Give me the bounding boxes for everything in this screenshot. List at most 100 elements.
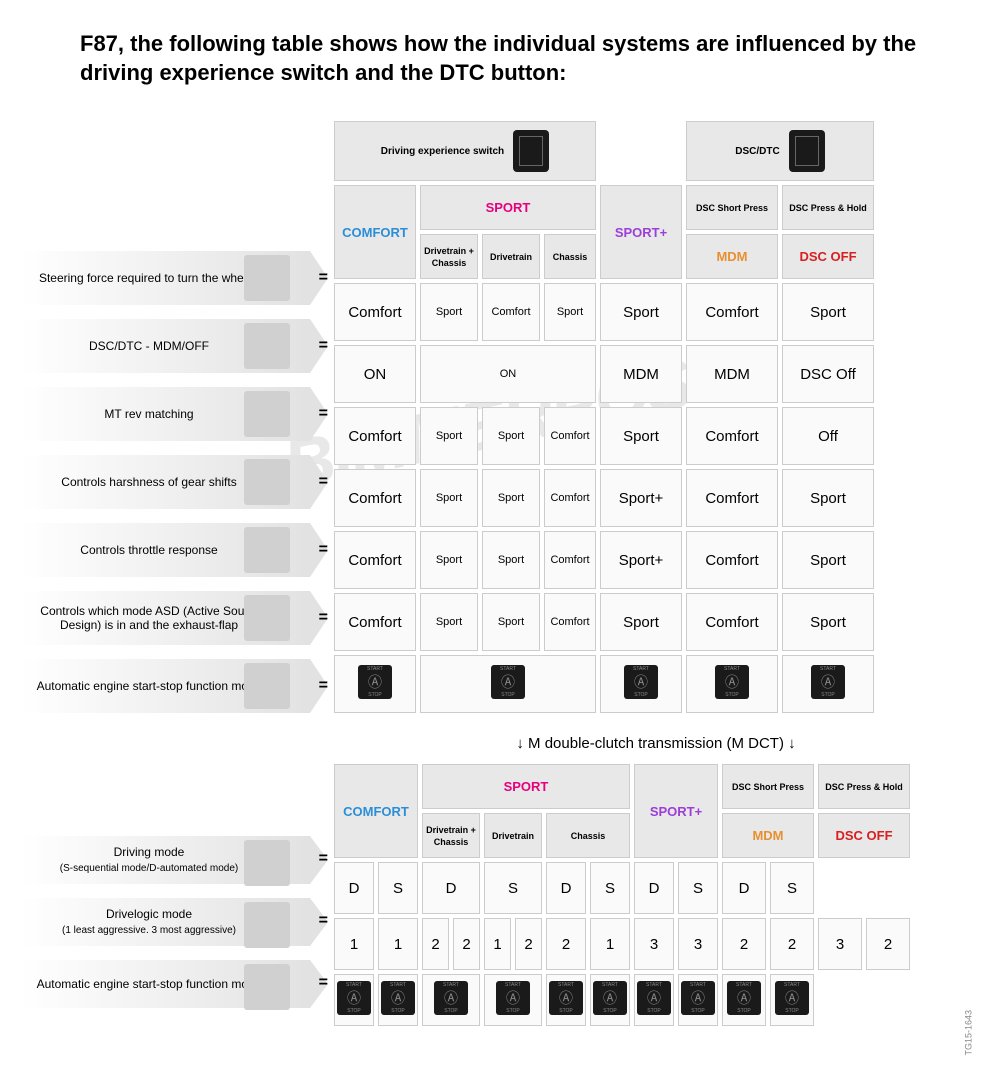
row-label: Driving mode(S-sequential mode/D-automat… (60, 845, 238, 874)
cell: 2 (722, 918, 766, 970)
cell: S (484, 862, 542, 914)
hdr-sportplus: SPORT+ (615, 225, 667, 240)
hdr-sport-sub3: Chassis (553, 252, 588, 262)
start-stop-icon: STARTSTOP (434, 981, 468, 1015)
cell: Comfort (334, 407, 416, 465)
cell: DSC Off (782, 345, 874, 403)
hdr-dsc-hold: DSC Press & Hold (789, 203, 867, 213)
cell: D (546, 862, 586, 914)
cell: Comfort (334, 531, 416, 589)
cell: MDM (600, 345, 682, 403)
cell: Comfort (334, 593, 416, 651)
cell: 1 (378, 918, 418, 970)
hdr-dsc-short: DSC Short Press (696, 203, 768, 213)
start-stop-icon: STARTSTOP (549, 981, 583, 1015)
cell: STARTSTOP (484, 974, 542, 1026)
cell: Sport (600, 593, 682, 651)
cell: Comfort (544, 469, 596, 527)
cell: Comfort (544, 407, 596, 465)
cell: Sport (482, 531, 540, 589)
cell: Comfort (482, 283, 540, 341)
hdr2-s2: Drivetrain (492, 831, 534, 841)
start-stop-icon: STARTSTOP (491, 665, 525, 699)
cell: Comfort (334, 469, 416, 527)
cell: Comfort (686, 531, 778, 589)
row-icon (244, 595, 290, 641)
start-stop-icon: STARTSTOP (637, 981, 671, 1015)
cell: 2 (770, 918, 814, 970)
cell: Sport (600, 283, 682, 341)
cell: Sport (420, 469, 478, 527)
table-2: COMFORT SPORT SPORT+ DSC Short Press DSC… (330, 760, 914, 1030)
cell: 1 (484, 918, 511, 970)
cell: 2 (515, 918, 542, 970)
start-stop-icon: STARTSTOP (496, 981, 530, 1015)
cell: S (378, 862, 418, 914)
cell: STARTSTOP (420, 655, 596, 713)
cell: D (722, 862, 766, 914)
hdr2-dscoff: DSC OFF (835, 828, 892, 843)
hdr-sport: SPORT (486, 200, 531, 215)
cell: Sport (782, 531, 874, 589)
cell: Sport+ (600, 469, 682, 527)
hdr2-comfort: COMFORT (343, 804, 409, 819)
cell: STARTSTOP (378, 974, 418, 1026)
cell: MDM (686, 345, 778, 403)
cell: S (770, 862, 814, 914)
cell: STARTSTOP (678, 974, 718, 1026)
table-1: Driving experience switch DSC/DTC COMFOR… (330, 117, 878, 717)
hdr-sport-sub2: Drivetrain (490, 252, 532, 262)
cell: ON (420, 345, 596, 403)
cell: Sport (420, 283, 478, 341)
start-stop-icon: STARTSTOP (358, 665, 392, 699)
cell: Comfort (544, 593, 596, 651)
row-icon (244, 255, 290, 301)
cell: 1 (590, 918, 630, 970)
cell: STARTSTOP (600, 655, 682, 713)
cell: Off (782, 407, 874, 465)
start-stop-icon: STARTSTOP (727, 981, 761, 1015)
cell: Sport (482, 407, 540, 465)
cell: STARTSTOP (634, 974, 674, 1026)
dtc-icon (789, 130, 825, 172)
hdr2-s3: Chassis (571, 831, 606, 841)
hdr-comfort: COMFORT (342, 225, 408, 240)
cell: Comfort (334, 283, 416, 341)
cell: 3 (818, 918, 862, 970)
row-icon (244, 964, 290, 1010)
hdr-dsc-dtc: DSC/DTC (686, 121, 874, 181)
hdr-sport-sub1: Drivetrain + Chassis (424, 246, 474, 268)
cell: Sport (544, 283, 596, 341)
cell: STARTSTOP (782, 655, 874, 713)
cell: Sport (420, 593, 478, 651)
cell: D (422, 862, 480, 914)
cell: Comfort (686, 407, 778, 465)
cell: D (634, 862, 674, 914)
row-icon (244, 840, 290, 886)
cell: S (590, 862, 630, 914)
cell: 2 (546, 918, 586, 970)
cell: Comfort (686, 593, 778, 651)
hdr2-s1: Drivetrain + Chassis (426, 825, 476, 847)
row-label: Automatic engine start-stop function mod… (37, 977, 262, 991)
cell: Comfort (686, 283, 778, 341)
start-stop-icon: STARTSTOP (681, 981, 715, 1015)
cell: Sport+ (600, 531, 682, 589)
start-stop-icon: STARTSTOP (593, 981, 627, 1015)
section-label: ↓ M double-clutch transmission (M DCT) ↓ (340, 735, 972, 752)
row-label: Steering force required to turn the whee… (39, 271, 259, 285)
cell: STARTSTOP (334, 655, 416, 713)
cell: D (334, 862, 374, 914)
cell: Sport (600, 407, 682, 465)
cell: Comfort (544, 531, 596, 589)
hdr-dscoff: DSC OFF (799, 249, 856, 264)
row-label: MT rev matching (104, 407, 193, 421)
row-icon (244, 663, 290, 709)
cell: STARTSTOP (334, 974, 374, 1026)
row-labels-1: Steering force required to turn the whee… (20, 117, 330, 723)
row-icon (244, 527, 290, 573)
hdr-mdm: MDM (716, 249, 747, 264)
start-stop-icon: STARTSTOP (775, 981, 809, 1015)
cell: STARTSTOP (590, 974, 630, 1026)
row-labels-2: Driving mode(S-sequential mode/D-automat… (20, 760, 330, 1018)
